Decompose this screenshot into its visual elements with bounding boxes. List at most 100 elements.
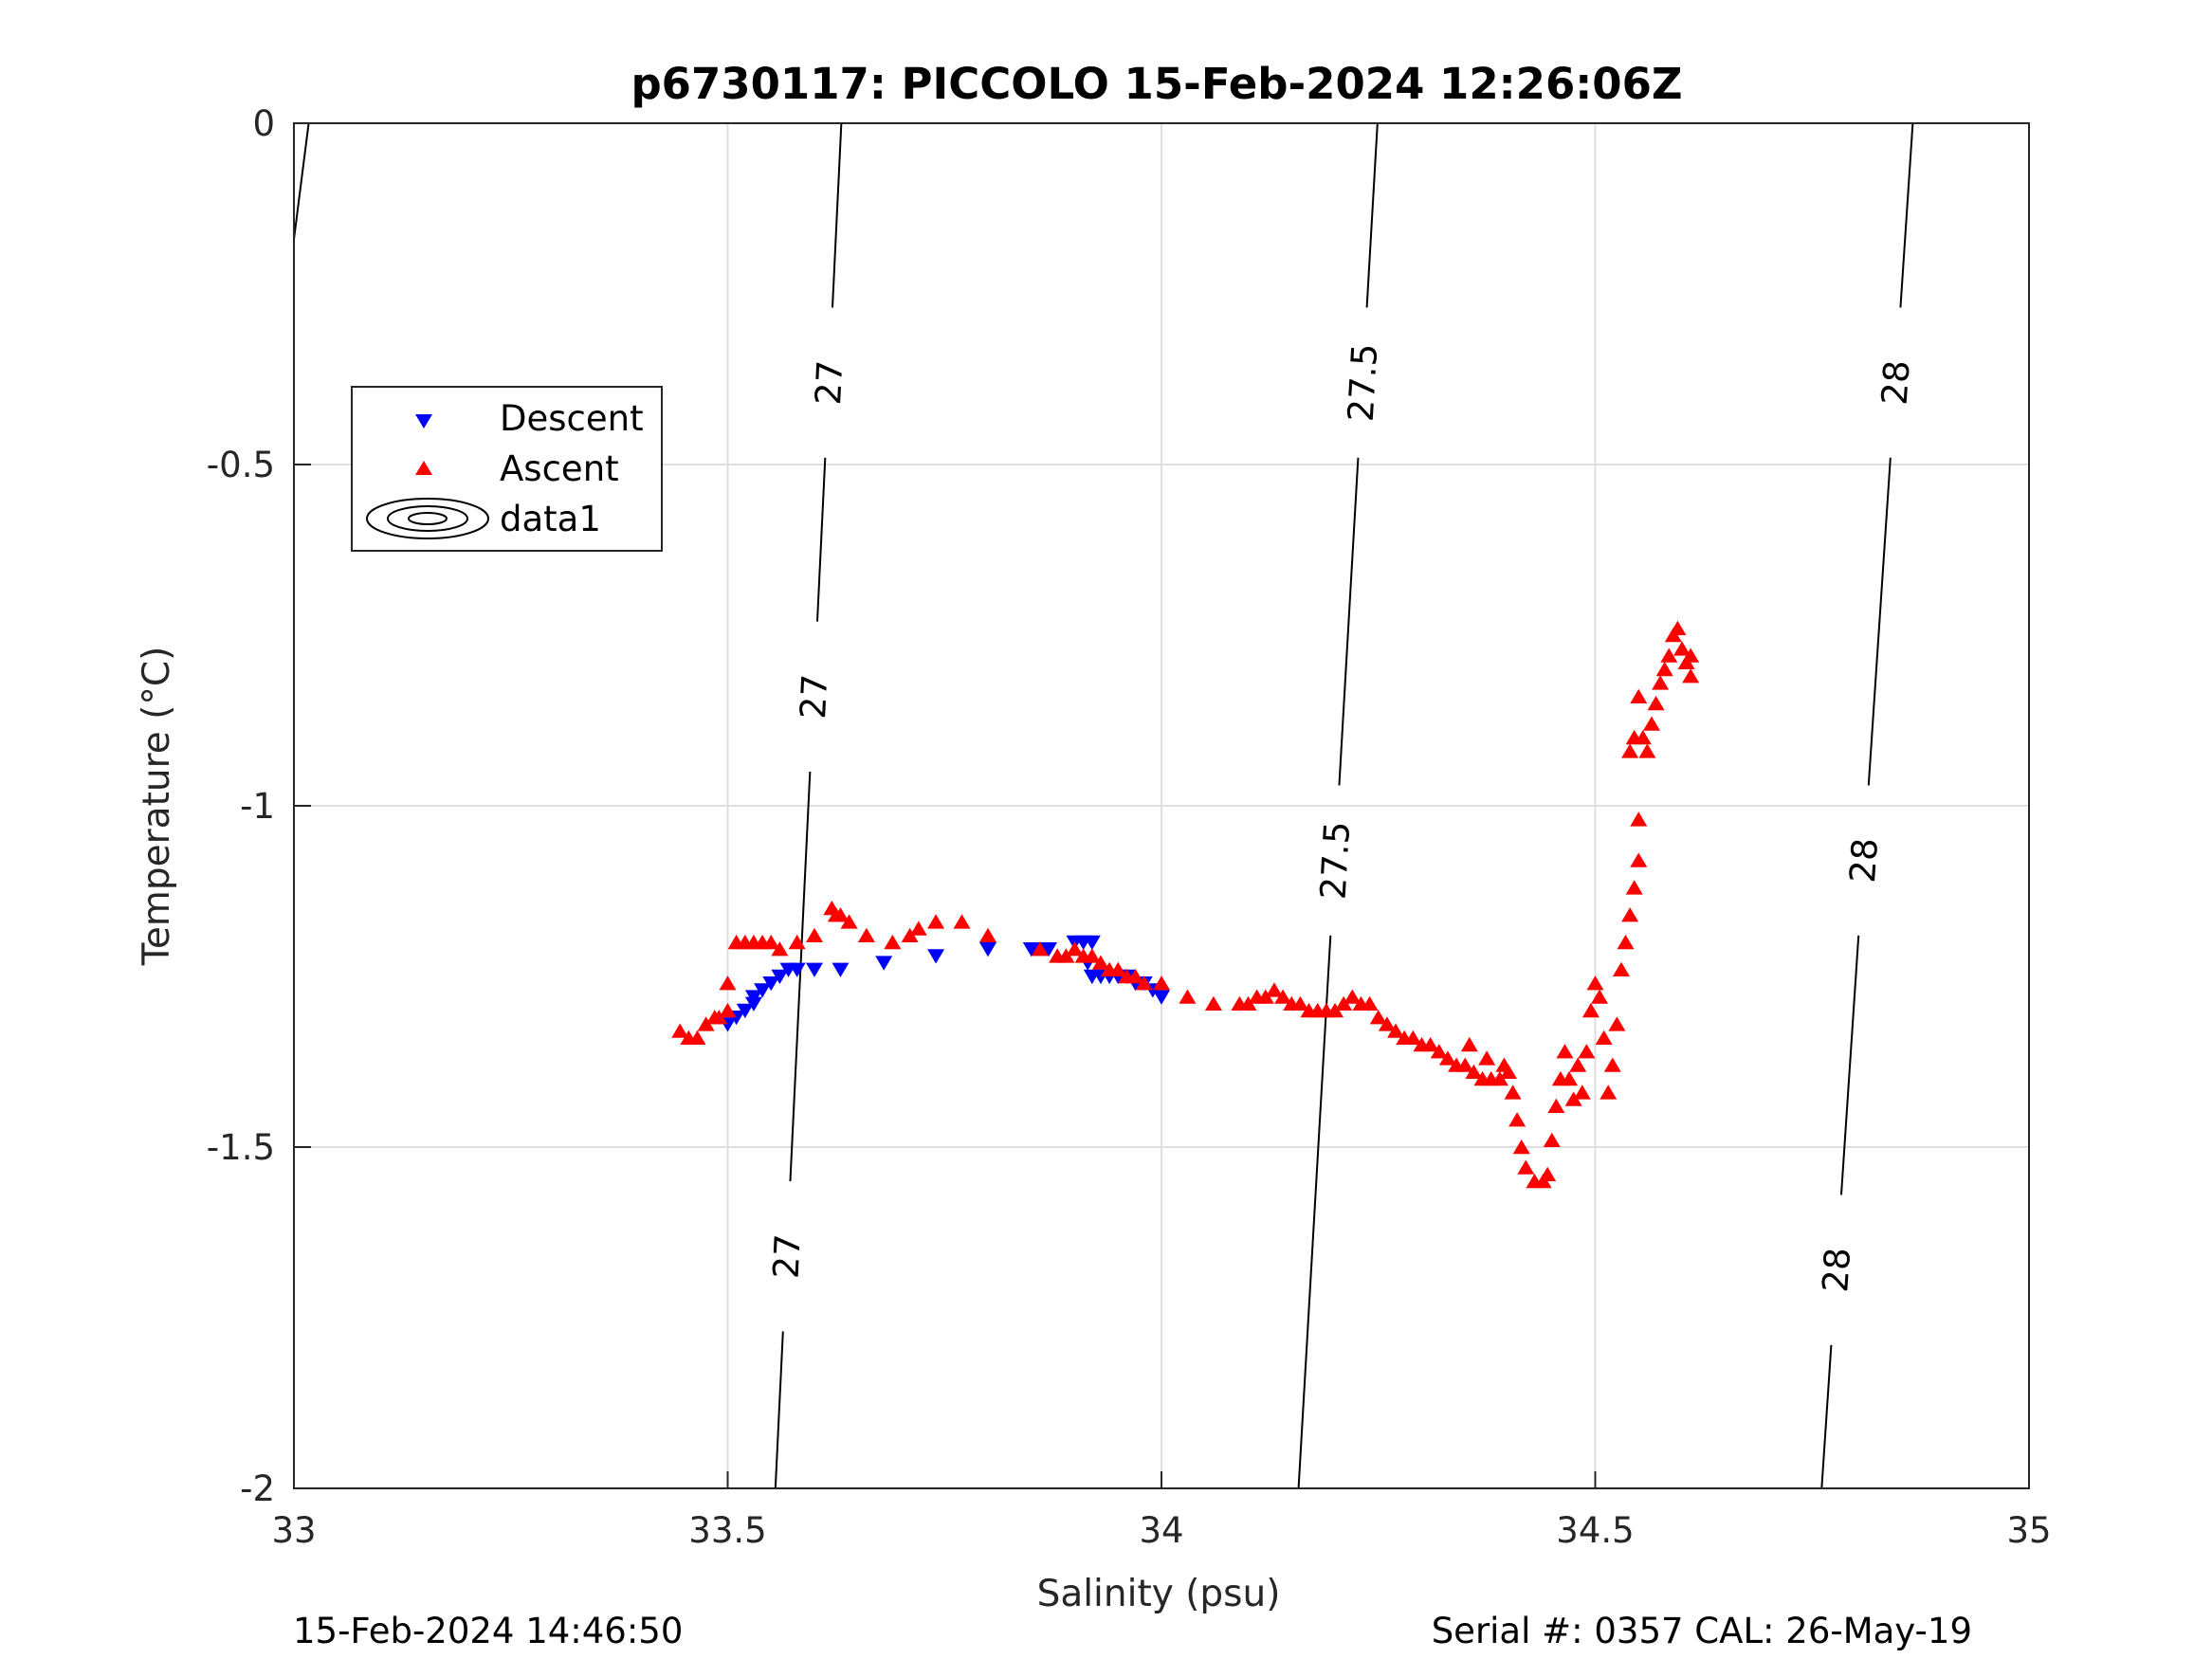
data-point-ascent [771,941,789,957]
data-point-descent [927,949,945,964]
x-tick-label: 33.5 [688,1510,766,1551]
data-point-ascent [909,921,927,936]
data-point-ascent [1564,1091,1582,1106]
data-point-ascent [1256,989,1274,1004]
data-point-ascent [1586,975,1604,991]
data-point-ascent [788,934,806,950]
data-point-ascent [1135,975,1153,991]
data-point-ascent [1404,1030,1422,1045]
legend-contour-marker [366,498,489,539]
data-point-ascent [1669,620,1687,635]
data-point-ascent [1421,1036,1439,1052]
legend-box [351,386,663,552]
data-point-ascent [832,907,850,922]
data-point-ascent [1608,1016,1626,1031]
data-point-ascent [806,927,823,942]
data-point-ascent [953,914,971,929]
data-point-ascent [1512,1139,1530,1155]
contour-line [1365,122,1379,308]
x-axis-label: Salinity (psu) [1037,1573,1281,1615]
data-point-ascent [1126,968,1144,984]
contour-label: 28 [1842,837,1886,884]
data-point-descent [744,996,762,1012]
data-point-ascent [1682,668,1700,684]
contour-27-5: 27.5 27.5 [1297,122,1385,1489]
data-point-ascent [1603,1057,1621,1072]
contour-27 [293,122,310,240]
data-point-descent [1022,942,1040,957]
contour-line [815,457,827,622]
data-point-descent [979,942,996,957]
data-point-descent [875,956,893,971]
contour-line [774,1331,784,1489]
data-point-ascent [927,914,945,929]
contour-label: 27.5 [1313,820,1359,901]
data-point-ascent [762,934,780,950]
y-tick-label: -0.5 [207,445,275,485]
contour-line [1839,935,1860,1195]
data-point-ascent [1460,1036,1478,1052]
data-point-descent [1040,942,1058,957]
footer-serial-cal: Serial #: 0357 CAL: 26-May-19 [1432,1611,1972,1651]
data-point-ascent [1573,1085,1591,1100]
data-point-ascent [1630,811,1648,827]
data-point-ascent [1517,1159,1535,1175]
data-point-ascent [1239,995,1257,1011]
data-points [671,620,1700,1189]
data-point-ascent [1066,941,1084,957]
data-point-ascent [1109,961,1127,976]
data-point-descent [736,1003,754,1019]
data-point-ascent [1556,1044,1574,1059]
contour-line [1867,457,1892,786]
data-point-descent [771,969,789,985]
contour-label: 28 [1874,359,1918,407]
data-point-ascent [1204,995,1222,1011]
data-point-ascent [1500,1064,1517,1079]
series-ascent [671,620,1700,1189]
contour-line [1820,1344,1833,1489]
data-point-ascent [1326,1002,1344,1018]
data-point-ascent [1595,1030,1613,1045]
data-point-descent [1083,935,1101,951]
data-point-ascent [1369,1010,1387,1025]
contour-label: 27 [766,1233,809,1280]
contour-line [1297,935,1332,1489]
data-point-ascent [719,975,737,991]
y-tick-label: -1.5 [207,1127,275,1168]
data-point-ascent [671,1023,689,1038]
data-point-descent [754,983,772,998]
data-point-ascent [1600,1085,1618,1100]
y-tick-label: -1 [240,786,275,827]
data-point-descent [1153,990,1170,1005]
data-point-ascent [901,927,919,942]
x-tick-label: 34 [1139,1510,1183,1551]
data-point-ascent [1291,995,1309,1011]
data-point-ascent [1539,1166,1557,1181]
contour-line [831,122,843,308]
y-axis-ticks: 0 -0.5 -1 -1.5 -2 [207,103,311,1509]
data-point-ascent [1478,1050,1496,1066]
data-point-ascent [1547,1098,1565,1113]
data-point-ascent [688,1030,706,1045]
y-tick-label: -2 [240,1468,275,1509]
data-point-ascent [1265,982,1283,997]
data-point-ascent [1274,989,1292,1004]
x-tick-label: 33 [271,1510,316,1551]
contour-line [1338,457,1360,786]
legend-descent-marker [415,414,432,428]
data-point-ascent [840,914,858,929]
data-point-ascent [1438,1050,1456,1066]
legend-data1-label: data1 [500,499,601,539]
legend: Descent Ascent data1 [351,386,663,552]
data-point-descent [832,962,850,977]
data-point-ascent [1630,852,1648,867]
contour-28: 28 28 28 [1815,122,1918,1489]
data-point-ascent [1057,948,1075,963]
data-point-ascent [1361,995,1379,1011]
data-point-ascent [1378,1016,1396,1031]
data-point-ascent [1569,1057,1587,1072]
data-point-ascent [1625,880,1643,895]
chart-title: p6730117: PICCOLO 15-Feb-2024 12:26:06Z [631,59,1682,109]
data-point-descent [788,962,806,977]
data-point-ascent [1660,647,1678,663]
